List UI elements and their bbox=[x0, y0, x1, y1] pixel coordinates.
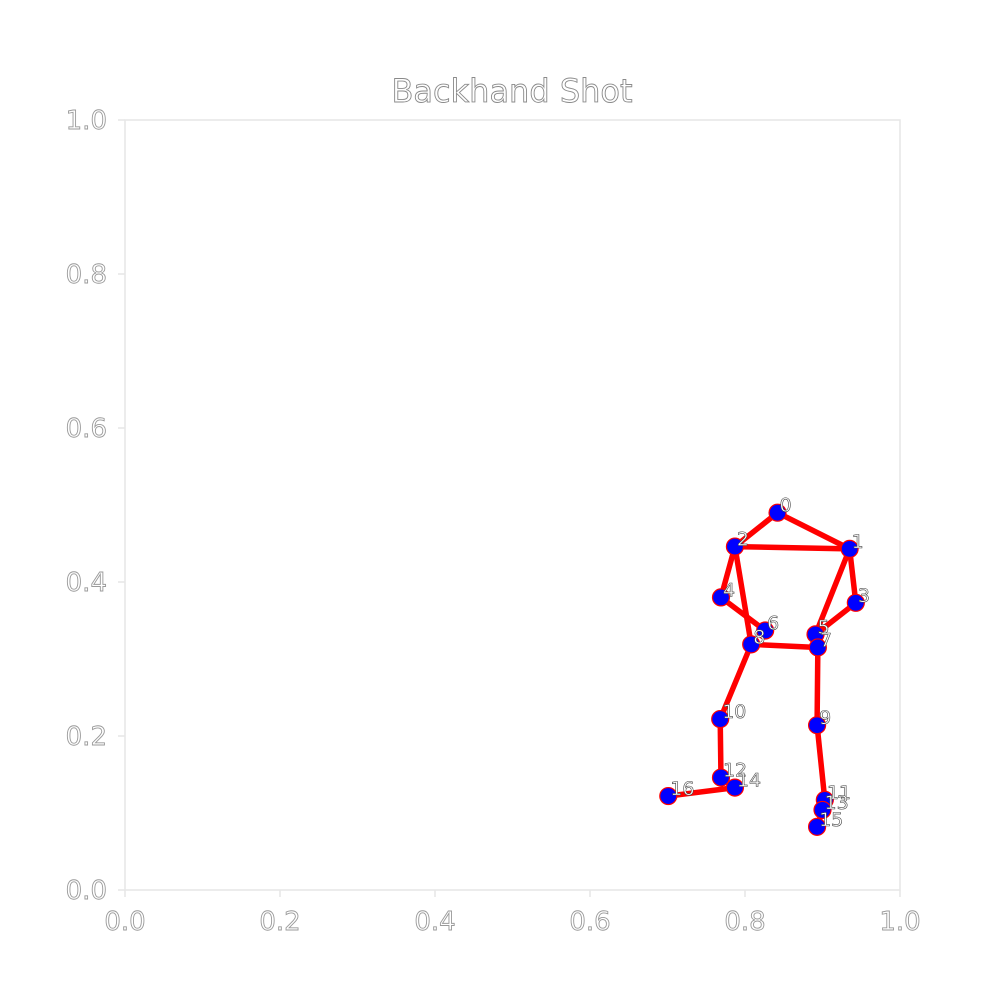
joint-point bbox=[807, 716, 827, 735]
skeleton-edge bbox=[814, 722, 828, 803]
joint-label: 12 bbox=[723, 760, 747, 782]
x-tick-label: 0.6 bbox=[569, 907, 610, 937]
x-axis: 0.0 0.2 0.4 0.6 0.8 1.0 bbox=[104, 890, 921, 937]
joint-point bbox=[742, 635, 761, 654]
joint-label: 15 bbox=[819, 809, 843, 831]
skeleton-joints bbox=[659, 503, 865, 836]
joint-point bbox=[840, 539, 859, 558]
joint-label: 7 bbox=[820, 629, 832, 651]
joint-point bbox=[725, 778, 745, 797]
joint-point bbox=[807, 817, 827, 836]
skeleton-edge bbox=[665, 784, 738, 799]
y-tick-label: 0.8 bbox=[66, 260, 107, 290]
y-tick-label: 0.6 bbox=[66, 414, 107, 444]
joint-label: 8 bbox=[753, 626, 765, 648]
joint-label: 16 bbox=[670, 778, 694, 800]
skeleton-edges bbox=[665, 509, 859, 830]
joint-label: 9 bbox=[819, 707, 831, 729]
skeleton-edge bbox=[717, 716, 724, 781]
plot-area-frame bbox=[124, 119, 901, 891]
joint-point bbox=[711, 768, 731, 787]
x-tick-label: 1.0 bbox=[879, 907, 920, 937]
joint-point bbox=[808, 638, 827, 657]
joint-point bbox=[711, 709, 730, 729]
joint-label: 4 bbox=[723, 579, 735, 601]
joint-label: 14 bbox=[737, 770, 761, 792]
joint-point bbox=[813, 800, 832, 820]
joint-point bbox=[725, 537, 745, 556]
skeleton-edge bbox=[732, 543, 853, 552]
skeleton-edge bbox=[774, 509, 853, 552]
y-tick-label: 0.2 bbox=[66, 722, 107, 752]
joint-label: 6 bbox=[767, 613, 779, 635]
joint-label: 5 bbox=[818, 616, 830, 638]
x-tick-label: 0.0 bbox=[104, 907, 145, 937]
joint-label: 3 bbox=[858, 585, 870, 607]
joint-point bbox=[846, 593, 865, 612]
joint-label: 13 bbox=[825, 792, 849, 814]
skeleton-edge bbox=[748, 641, 821, 651]
joint-label: 1 bbox=[852, 531, 864, 553]
chart-title: Backhand Shot bbox=[391, 72, 632, 110]
joint-label: 2 bbox=[737, 529, 749, 551]
joint-label: 11 bbox=[827, 782, 851, 804]
joint-point bbox=[768, 503, 787, 522]
y-axis: 0.0 0.2 0.4 0.6 0.8 1.0 bbox=[65, 106, 125, 906]
y-tick-label: 1.0 bbox=[66, 106, 107, 136]
x-tick-label: 0.2 bbox=[259, 907, 300, 937]
joint-point bbox=[756, 621, 775, 640]
skeleton-edge bbox=[732, 543, 754, 648]
y-tick-label: 0.0 bbox=[66, 876, 107, 906]
joint-point bbox=[659, 786, 678, 806]
skeleton-edge bbox=[812, 546, 853, 638]
skeleton-edge bbox=[717, 641, 754, 722]
joint-label: 0 bbox=[780, 495, 792, 517]
skeleton-edge bbox=[814, 644, 821, 728]
y-tick-label: 0.4 bbox=[66, 568, 107, 598]
joint-label: 10 bbox=[722, 701, 746, 723]
x-tick-label: 0.4 bbox=[414, 907, 455, 937]
joint-point bbox=[711, 588, 731, 607]
skeleton-edge bbox=[718, 594, 768, 634]
x-tick-label: 0.8 bbox=[724, 907, 765, 937]
